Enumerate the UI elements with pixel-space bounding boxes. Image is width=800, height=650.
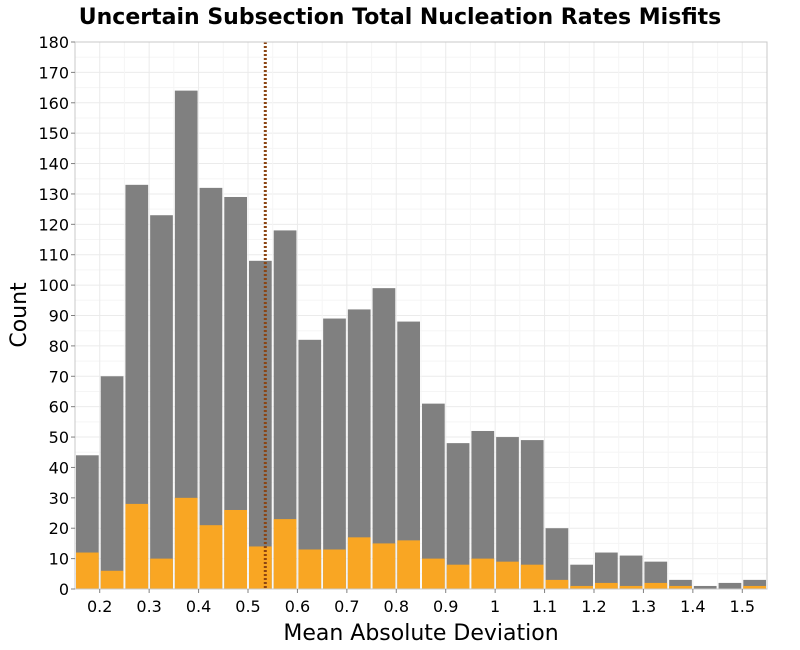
y-tick-label: 160 — [38, 94, 69, 113]
x-tick-label: 0.5 — [235, 597, 260, 616]
all-bar — [718, 582, 742, 589]
all-bar — [249, 260, 272, 589]
subset-bar — [323, 549, 346, 589]
all-bar — [570, 564, 593, 589]
all-bar — [150, 215, 173, 589]
subset-bar — [273, 519, 297, 589]
x-tick-label: 1.5 — [730, 597, 755, 616]
all-bar — [422, 403, 445, 589]
all-bar — [669, 579, 692, 589]
all-bar — [347, 309, 371, 589]
all-bar — [520, 440, 544, 589]
all-bar — [471, 430, 495, 589]
all-bar — [372, 288, 396, 589]
y-tick-label: 120 — [38, 215, 69, 234]
y-tick-label: 170 — [38, 63, 69, 82]
chart-title: Uncertain Subsection Total Nucleation Ra… — [79, 5, 721, 30]
y-tick-label: 150 — [38, 124, 69, 143]
y-tick-label: 10 — [49, 550, 69, 569]
series-subset-bars — [76, 497, 766, 589]
y-tick-label: 110 — [38, 246, 69, 265]
all-bar — [174, 90, 198, 589]
all-bar — [125, 184, 149, 590]
y-tick-label: 40 — [49, 458, 69, 477]
all-bar — [496, 437, 519, 589]
y-tick-label: 20 — [49, 519, 69, 538]
x-tick-label: 0.3 — [136, 597, 161, 616]
all-bar — [323, 318, 346, 589]
y-axis-ticks: 0 10 20 30 40 50 60 70 80 90 100 110 120 130 140 150 160… — [38, 33, 75, 599]
subset-bar — [174, 497, 198, 589]
y-tick-label: 70 — [49, 367, 69, 386]
y-tick-label: 90 — [49, 307, 69, 326]
x-tick-label: 1.1 — [532, 597, 557, 616]
y-tick-label: 100 — [38, 276, 69, 295]
subset-bar — [347, 537, 371, 589]
all-bar — [619, 555, 643, 589]
subset-bar — [199, 525, 223, 589]
all-bar — [545, 528, 569, 589]
x-tick-label: 0.6 — [285, 597, 310, 616]
subset-bar — [224, 509, 247, 589]
x-tick-label: 0.7 — [334, 597, 359, 616]
x-tick-label: 0.4 — [186, 597, 211, 616]
all-bar — [397, 321, 420, 589]
subset-bar — [397, 540, 420, 589]
subset-bar — [125, 503, 149, 589]
subset-bar — [595, 582, 618, 589]
y-tick-label: 50 — [49, 428, 69, 447]
y-tick-label: 30 — [49, 489, 69, 508]
subset-bar — [298, 549, 322, 589]
all-bar — [224, 196, 247, 589]
subset-bar — [76, 552, 99, 589]
y-tick-label: 60 — [49, 398, 69, 417]
subset-bar — [150, 558, 173, 589]
all-bar — [693, 585, 717, 589]
subset-bar — [743, 585, 766, 589]
subset-bar — [570, 585, 593, 589]
x-tick-label: 1 — [490, 597, 500, 616]
x-axis-ticks: 0.2 0.3 0.4 0.5 0.6 0.7 0.8 0.9 1 1.1 1.2 1.3 1.4 1.5 — [87, 589, 755, 616]
y-tick-label: 140 — [38, 155, 69, 174]
x-tick-label: 0.2 — [87, 597, 112, 616]
y-tick-label: 0 — [59, 580, 69, 599]
all-bar — [446, 443, 470, 589]
x-tick-label: 1.3 — [631, 597, 656, 616]
subset-bar — [644, 582, 668, 589]
subset-bar — [520, 564, 544, 589]
all-bar — [298, 339, 322, 589]
subset-bar — [471, 558, 495, 589]
all-bar — [743, 579, 766, 589]
subset-bar — [496, 561, 519, 589]
y-tick-label: 130 — [38, 185, 69, 204]
x-tick-label: 1.2 — [581, 597, 606, 616]
x-tick-label: 0.8 — [384, 597, 409, 616]
subset-bar — [669, 585, 692, 589]
subset-bar — [619, 585, 643, 589]
subset-bar — [372, 543, 396, 589]
subset-bar — [100, 570, 124, 589]
y-tick-label: 80 — [49, 337, 69, 356]
subset-bar — [249, 546, 272, 589]
y-axis-label: Count — [7, 282, 32, 348]
subset-bar — [446, 564, 470, 589]
x-tick-label: 0.9 — [433, 597, 458, 616]
all-bar — [595, 552, 618, 589]
y-tick-label: 180 — [38, 33, 69, 52]
all-bar — [644, 561, 668, 589]
subset-bar — [545, 579, 569, 589]
subset-bar — [422, 558, 445, 589]
series-all-bars — [76, 90, 766, 590]
all-bar — [100, 376, 124, 589]
x-axis-label: Mean Absolute Deviation — [283, 621, 558, 646]
all-bar — [199, 187, 223, 589]
x-tick-label: 1.4 — [680, 597, 705, 616]
all-bar — [273, 230, 297, 589]
